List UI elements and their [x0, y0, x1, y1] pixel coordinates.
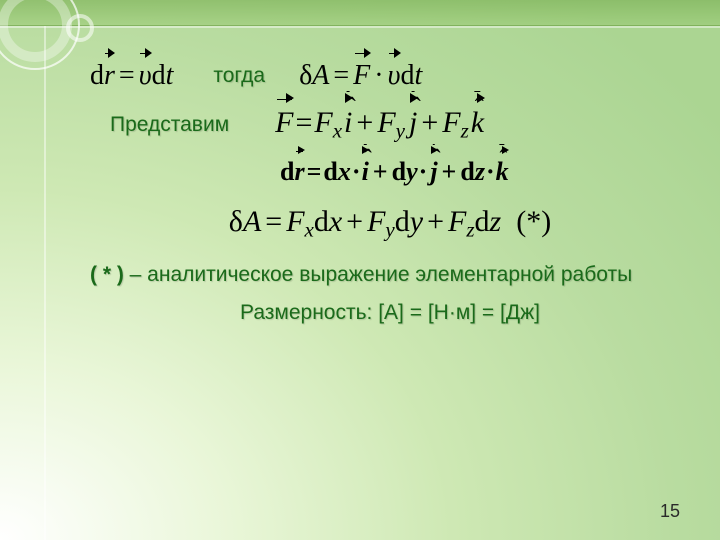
equation-F-components: F=Fxi+Fyj+Fzk: [275, 106, 484, 143]
equation-deltaA-Fvdt: δA=F·υdt: [299, 60, 422, 92]
page-number: 15: [660, 501, 680, 522]
note-star-rest: – аналитическое выражение элементарной р…: [124, 263, 632, 286]
decor-ring-small: [66, 14, 94, 42]
row-eq1: dr=υdt тогда δA=F·υdt: [90, 60, 690, 92]
row-eq-star: δA=Fxdx+Fydy+Fzdz (*): [90, 205, 690, 242]
note-star-prefix: ( * ): [90, 263, 124, 286]
row-note-star: ( * ) – аналитическое выражение элемента…: [90, 263, 690, 287]
slide-content: dr=υdt тогда δA=F·υdt Представим F=Fxi+F…: [90, 60, 690, 339]
decor-hline: [0, 26, 720, 28]
equation-dr-eq-vdt: dr=υdt: [90, 60, 173, 92]
label-dimension: Размерность: [А] = [Н·м] = [Дж]: [240, 301, 540, 325]
decor-vline: [44, 26, 46, 540]
label-predstavim: Представим: [110, 113, 229, 137]
equation-deltaA-star: δA=Fxdx+Fydy+Fzdz (*): [229, 205, 551, 242]
header-bar: [0, 0, 720, 26]
note-star: ( * ) – аналитическое выражение элемента…: [90, 263, 632, 287]
row-dimension: Размерность: [А] = [Н·м] = [Дж]: [90, 301, 690, 325]
label-togda: тогда: [213, 64, 265, 88]
row-eq2: Представим F=Fxi+Fyj+Fzk: [90, 106, 690, 143]
row-eq3: dr=dx·i+dy·j+dz·k: [280, 157, 690, 187]
equation-dr-components: dr=dx·i+dy·j+dz·k: [280, 157, 509, 187]
